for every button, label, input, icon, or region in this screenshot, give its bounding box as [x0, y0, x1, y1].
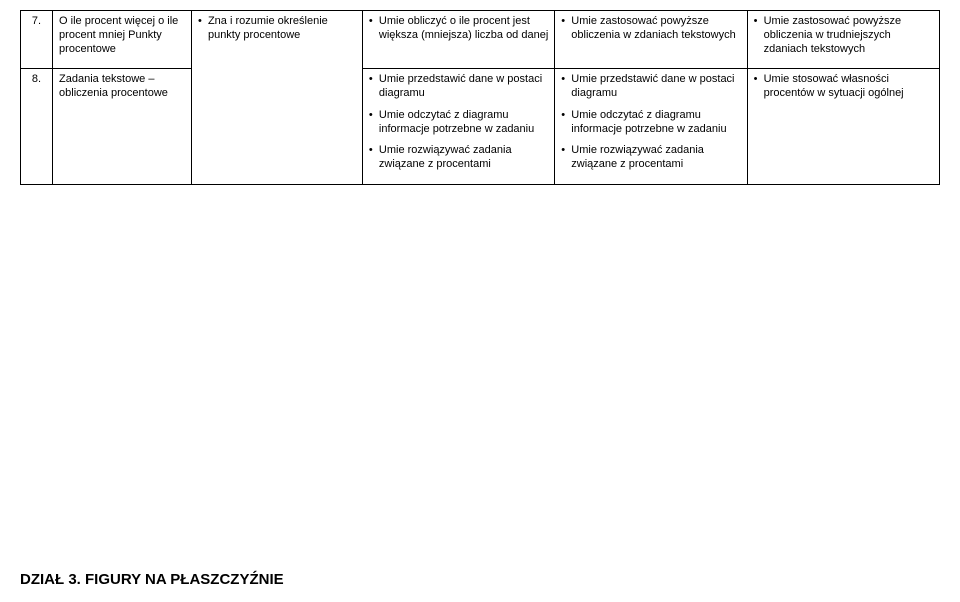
section-heading: DZIAŁ 3. FIGURY NA PŁASZCZYŹNIE	[20, 571, 284, 588]
bullet-item: Umie zastosować powyższe obliczenia w tr…	[754, 15, 933, 56]
cell-col2: Zna i rozumie określenie punkty procento…	[191, 11, 362, 185]
bullet-item: Umie obliczyć o ile procent jest większa…	[369, 15, 548, 43]
bullet-item: Umie rozwiązywać zadania związane z proc…	[561, 144, 740, 172]
bullet-item: Umie rozwiązywać zadania związane z proc…	[369, 144, 548, 172]
content-table: 7. O ile procent więcej o ile procent mn…	[20, 10, 940, 185]
cell-col5: Umie zastosować powyższe obliczenia w tr…	[747, 11, 939, 69]
cell-col3: Umie przedstawić dane w postaci diagramu…	[362, 69, 554, 185]
bullet-item: Zna i rozumie określenie punkty procento…	[198, 15, 356, 43]
table-row: 8. Zadania tekstowe – obliczenia procent…	[21, 69, 940, 185]
bullet-item: Umie przedstawić dane w postaci diagramu	[561, 73, 740, 101]
row-number: 7.	[21, 11, 53, 69]
row-title: Zadania tekstowe – obliczenia procentowe	[53, 69, 192, 185]
bullet-item: Umie stosować własności procentów w sytu…	[754, 73, 933, 101]
bullet-item: Umie odczytać z diagramu informacje potr…	[369, 109, 548, 137]
row-title: O ile procent więcej o ile procent mniej…	[53, 11, 192, 69]
table-row: 7. O ile procent więcej o ile procent mn…	[21, 11, 940, 69]
cell-col4: Umie zastosować powyższe obliczenia w zd…	[555, 11, 747, 69]
row-number: 8.	[21, 69, 53, 185]
bullet-item: Umie zastosować powyższe obliczenia w zd…	[561, 15, 740, 43]
bullet-item: Umie odczytać z diagramu informacje potr…	[561, 109, 740, 137]
cell-col3: Umie obliczyć o ile procent jest większa…	[362, 11, 554, 69]
cell-col5: Umie stosować własności procentów w sytu…	[747, 69, 939, 185]
bullet-item: Umie przedstawić dane w postaci diagramu	[369, 73, 548, 101]
cell-col4: Umie przedstawić dane w postaci diagramu…	[555, 69, 747, 185]
